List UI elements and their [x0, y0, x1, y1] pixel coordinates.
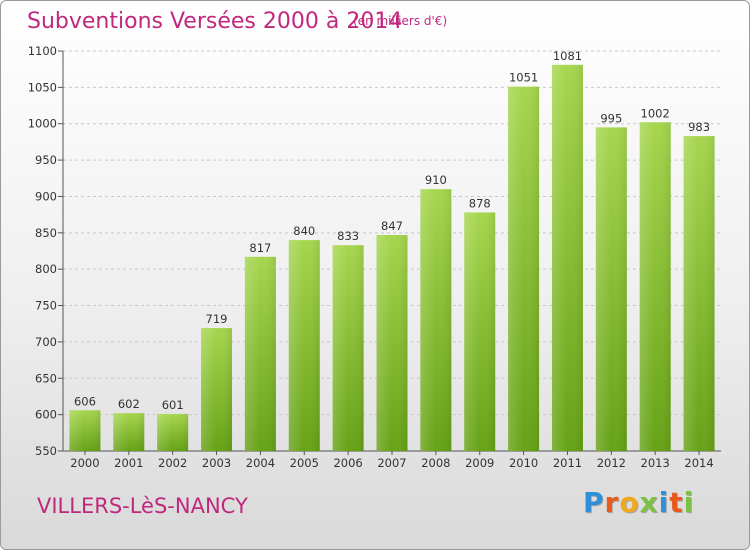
bar-shade — [69, 410, 101, 451]
y-tick-label: 950 — [35, 153, 57, 167]
bar-shade — [244, 256, 276, 451]
bar-shade — [464, 212, 496, 451]
brand-letter: r — [604, 486, 620, 519]
x-tick-label: 2006 — [333, 456, 362, 470]
x-tick-label: 2011 — [553, 456, 582, 470]
bar-shade — [595, 127, 627, 451]
bar-shade — [376, 235, 408, 451]
bar-shade — [551, 64, 583, 451]
y-tick-label: 1000 — [28, 117, 57, 131]
bar-shade — [201, 328, 233, 451]
x-tick-label: 2014 — [684, 456, 713, 470]
x-tick-label: 2010 — [509, 456, 538, 470]
y-tick-label: 900 — [35, 189, 57, 203]
data-label: 878 — [469, 196, 491, 210]
brand-letter: i — [658, 486, 670, 519]
x-tick-label: 2009 — [465, 456, 494, 470]
x-tick-label: 2008 — [421, 456, 450, 470]
bar-shade — [113, 413, 145, 451]
x-tick-label: 2001 — [114, 456, 143, 470]
bar-shade — [683, 136, 715, 451]
y-tick-label: 750 — [35, 299, 57, 313]
data-label: 995 — [600, 111, 622, 125]
brand-letter: t — [669, 486, 684, 519]
x-tick-label: 2012 — [597, 456, 626, 470]
y-tick-label: 1100 — [28, 44, 57, 58]
data-label: 983 — [688, 120, 710, 134]
data-labels: 606 602 601 719 817 840 833 847 910 878 1051 1081 99… — [74, 49, 710, 412]
y-tick-label: 850 — [35, 226, 57, 240]
chart-title: Subventions Versées 2000 à 2014 — [27, 9, 403, 34]
x-tick-label: 2005 — [290, 456, 319, 470]
brand-letter: i — [683, 486, 695, 519]
x-tick-label: 2013 — [641, 456, 670, 470]
x-tick-label: 2007 — [377, 456, 406, 470]
bar-shade — [157, 413, 189, 451]
bars — [69, 64, 715, 452]
brand-letter: P — [583, 486, 605, 519]
bar-shade — [288, 240, 320, 451]
data-label: 1051 — [509, 71, 538, 85]
data-label: 847 — [381, 219, 403, 233]
data-label: 602 — [118, 397, 140, 411]
axes: 550 600 650 700 750 800 850 900 950 1000 1050 1100 2… — [28, 44, 721, 470]
data-label: 910 — [425, 173, 447, 187]
data-label: 1002 — [641, 106, 670, 120]
data-label: 606 — [74, 394, 96, 408]
data-label: 601 — [162, 398, 184, 412]
x-tick-label: 2002 — [158, 456, 187, 470]
y-tick-label: 800 — [35, 262, 57, 276]
y-tick-label: 550 — [35, 444, 57, 458]
y-tick-label: 1050 — [28, 80, 57, 94]
data-label: 840 — [293, 224, 315, 238]
chart-unit-note: (en milliers d'€) — [353, 14, 448, 28]
y-tick-label: 600 — [35, 408, 57, 422]
brand-letter: x — [639, 486, 659, 519]
data-label: 719 — [206, 312, 228, 326]
brand-letter: o — [619, 486, 640, 519]
x-tick-label: 2004 — [246, 456, 275, 470]
x-tick-label: 2003 — [202, 456, 231, 470]
y-tick-label: 700 — [35, 335, 57, 349]
bar-shade — [420, 189, 452, 451]
data-label: 833 — [337, 229, 359, 243]
commune-name: VILLERS-LèS-NANCY — [37, 494, 248, 518]
x-tick-label: 2000 — [70, 456, 99, 470]
data-label: 1081 — [553, 49, 582, 63]
data-label: 817 — [249, 241, 271, 255]
bar-shade — [332, 245, 364, 451]
y-tick-label: 650 — [35, 371, 57, 385]
bar-shade — [639, 122, 671, 451]
bar-shade — [508, 86, 540, 452]
proxiti-logo[interactable]: Proxiti — [583, 486, 694, 519]
